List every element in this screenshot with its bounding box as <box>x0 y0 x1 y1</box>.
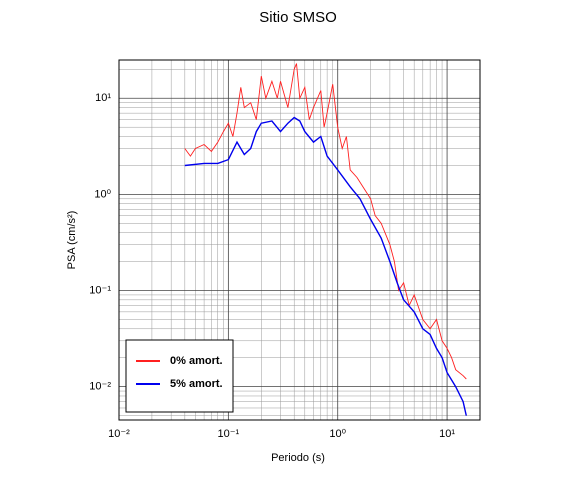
data-line <box>184 116 467 416</box>
x-tick-label: 10⁰ <box>329 428 346 440</box>
plot-frame <box>118 59 481 421</box>
data-line <box>184 63 467 380</box>
chart-title: Sitio SMSO <box>259 9 337 26</box>
y-tick-label: 10⁰ <box>94 188 111 200</box>
x-axis-label: Periodo (s) <box>271 452 325 464</box>
y-axis-label: PSA (cm/s²) <box>66 211 78 270</box>
y-tick-label: 10¹ <box>95 92 111 104</box>
legend-label: 5% amort. <box>170 378 223 390</box>
legend-label: 0% amort. <box>170 355 223 367</box>
x-tick-label: 10¹ <box>439 428 455 440</box>
y-tick-label: 10⁻¹ <box>89 284 111 296</box>
x-tick-label: 10⁻² <box>108 428 130 440</box>
x-tick-label: 10⁻¹ <box>218 428 240 440</box>
legend-box <box>125 339 234 413</box>
y-tick-label: 10⁻² <box>89 381 111 393</box>
